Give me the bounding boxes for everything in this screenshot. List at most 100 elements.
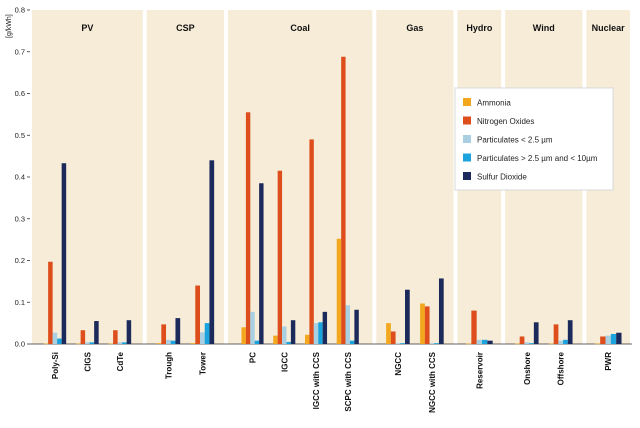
bar — [548, 343, 554, 345]
y-tick-label: 0.8 — [15, 6, 25, 15]
bar — [420, 303, 425, 344]
bar — [438, 278, 444, 344]
bar — [277, 170, 283, 344]
category-label: Tower — [198, 352, 207, 375]
legend-label: Ammonia — [477, 99, 511, 108]
bar — [48, 261, 53, 344]
bar — [567, 320, 573, 344]
bar — [170, 340, 176, 344]
bar — [476, 339, 483, 344]
category-label: Offshore — [557, 351, 566, 385]
group-label: Nuclear — [592, 23, 626, 33]
bar — [282, 326, 287, 344]
y-tick-label: 0.4 — [15, 173, 25, 182]
bar — [529, 343, 534, 344]
bar — [156, 343, 162, 344]
bar — [113, 330, 118, 344]
bar — [558, 340, 564, 344]
bar — [605, 335, 611, 344]
bar — [89, 342, 95, 344]
legend-swatch — [463, 172, 471, 180]
bar — [519, 336, 525, 344]
bar — [429, 343, 435, 344]
bar — [424, 306, 430, 344]
legend-swatch — [463, 135, 471, 143]
bar — [594, 343, 601, 345]
bar — [395, 343, 401, 344]
bar — [354, 309, 359, 344]
bar — [390, 331, 396, 344]
bar — [122, 342, 127, 344]
bar — [336, 238, 342, 344]
group-label: CSP — [176, 23, 195, 33]
bar — [80, 330, 86, 344]
bar — [482, 339, 488, 344]
category-label: Reservoir — [475, 352, 484, 389]
bar — [190, 343, 196, 344]
legend-label: Particulates < 2.5 µm — [477, 136, 553, 145]
group-label: Hydro — [466, 23, 493, 33]
y-tick-label: 0.5 — [15, 131, 25, 140]
bar — [241, 327, 246, 344]
bar — [57, 338, 62, 344]
bar — [318, 322, 323, 344]
bar — [434, 343, 439, 344]
legend-label: Particulates > 2.5 µm and < 10µm — [477, 154, 598, 163]
bar — [400, 343, 406, 344]
bar — [200, 332, 205, 344]
category-label: Onshore — [523, 351, 532, 384]
bar — [209, 160, 215, 344]
bar — [254, 340, 260, 344]
bar — [405, 289, 410, 344]
bar — [313, 323, 319, 344]
bar — [553, 324, 559, 344]
group-label: Wind — [533, 23, 555, 33]
legend-swatch — [463, 116, 471, 125]
y-axis-label: [g/kWh] — [6, 14, 13, 38]
y-tick-label: 0.7 — [15, 47, 25, 56]
category-label: IGCC with CCS — [312, 351, 321, 409]
category-label: PC — [249, 352, 258, 363]
bar — [52, 332, 58, 344]
legend-box — [454, 87, 614, 191]
bar — [117, 342, 123, 344]
category-label: PWR — [604, 352, 613, 371]
bar — [61, 163, 67, 344]
bar — [126, 320, 132, 344]
bar — [175, 318, 181, 344]
y-tick-label: 0.6 — [15, 89, 25, 98]
bar — [322, 311, 328, 344]
category-label: Poly-Si — [51, 352, 60, 379]
legend: Ammonia Nitrogen Oxides Particulates < 2.5… — [454, 87, 614, 191]
bar — [514, 343, 520, 345]
bar — [245, 112, 251, 344]
bar — [286, 341, 291, 344]
y-tick-label: 0.3 — [15, 214, 25, 223]
bar — [43, 343, 49, 345]
bar — [563, 339, 568, 344]
bar — [471, 310, 477, 344]
bar — [466, 343, 472, 345]
bar — [259, 183, 264, 344]
bar — [533, 322, 539, 344]
bar — [108, 343, 114, 345]
bar — [610, 333, 617, 344]
bar — [386, 323, 391, 344]
bar — [166, 339, 171, 344]
category-label: SCPC with CCS — [344, 351, 353, 411]
group-label: Gas — [406, 23, 423, 33]
bars — [43, 56, 622, 345]
category-label: NGCC — [394, 352, 403, 376]
category-label: CIGS — [83, 351, 92, 371]
y-tick-label: 0.1 — [15, 298, 25, 307]
legend-label: Nitrogen Oxides — [477, 117, 534, 126]
bar — [76, 343, 81, 345]
bar — [94, 321, 99, 344]
bar — [250, 311, 255, 344]
bar — [273, 335, 278, 344]
bar — [85, 342, 90, 344]
bar — [341, 56, 346, 344]
bar — [290, 320, 296, 344]
legend-swatch — [463, 153, 471, 162]
